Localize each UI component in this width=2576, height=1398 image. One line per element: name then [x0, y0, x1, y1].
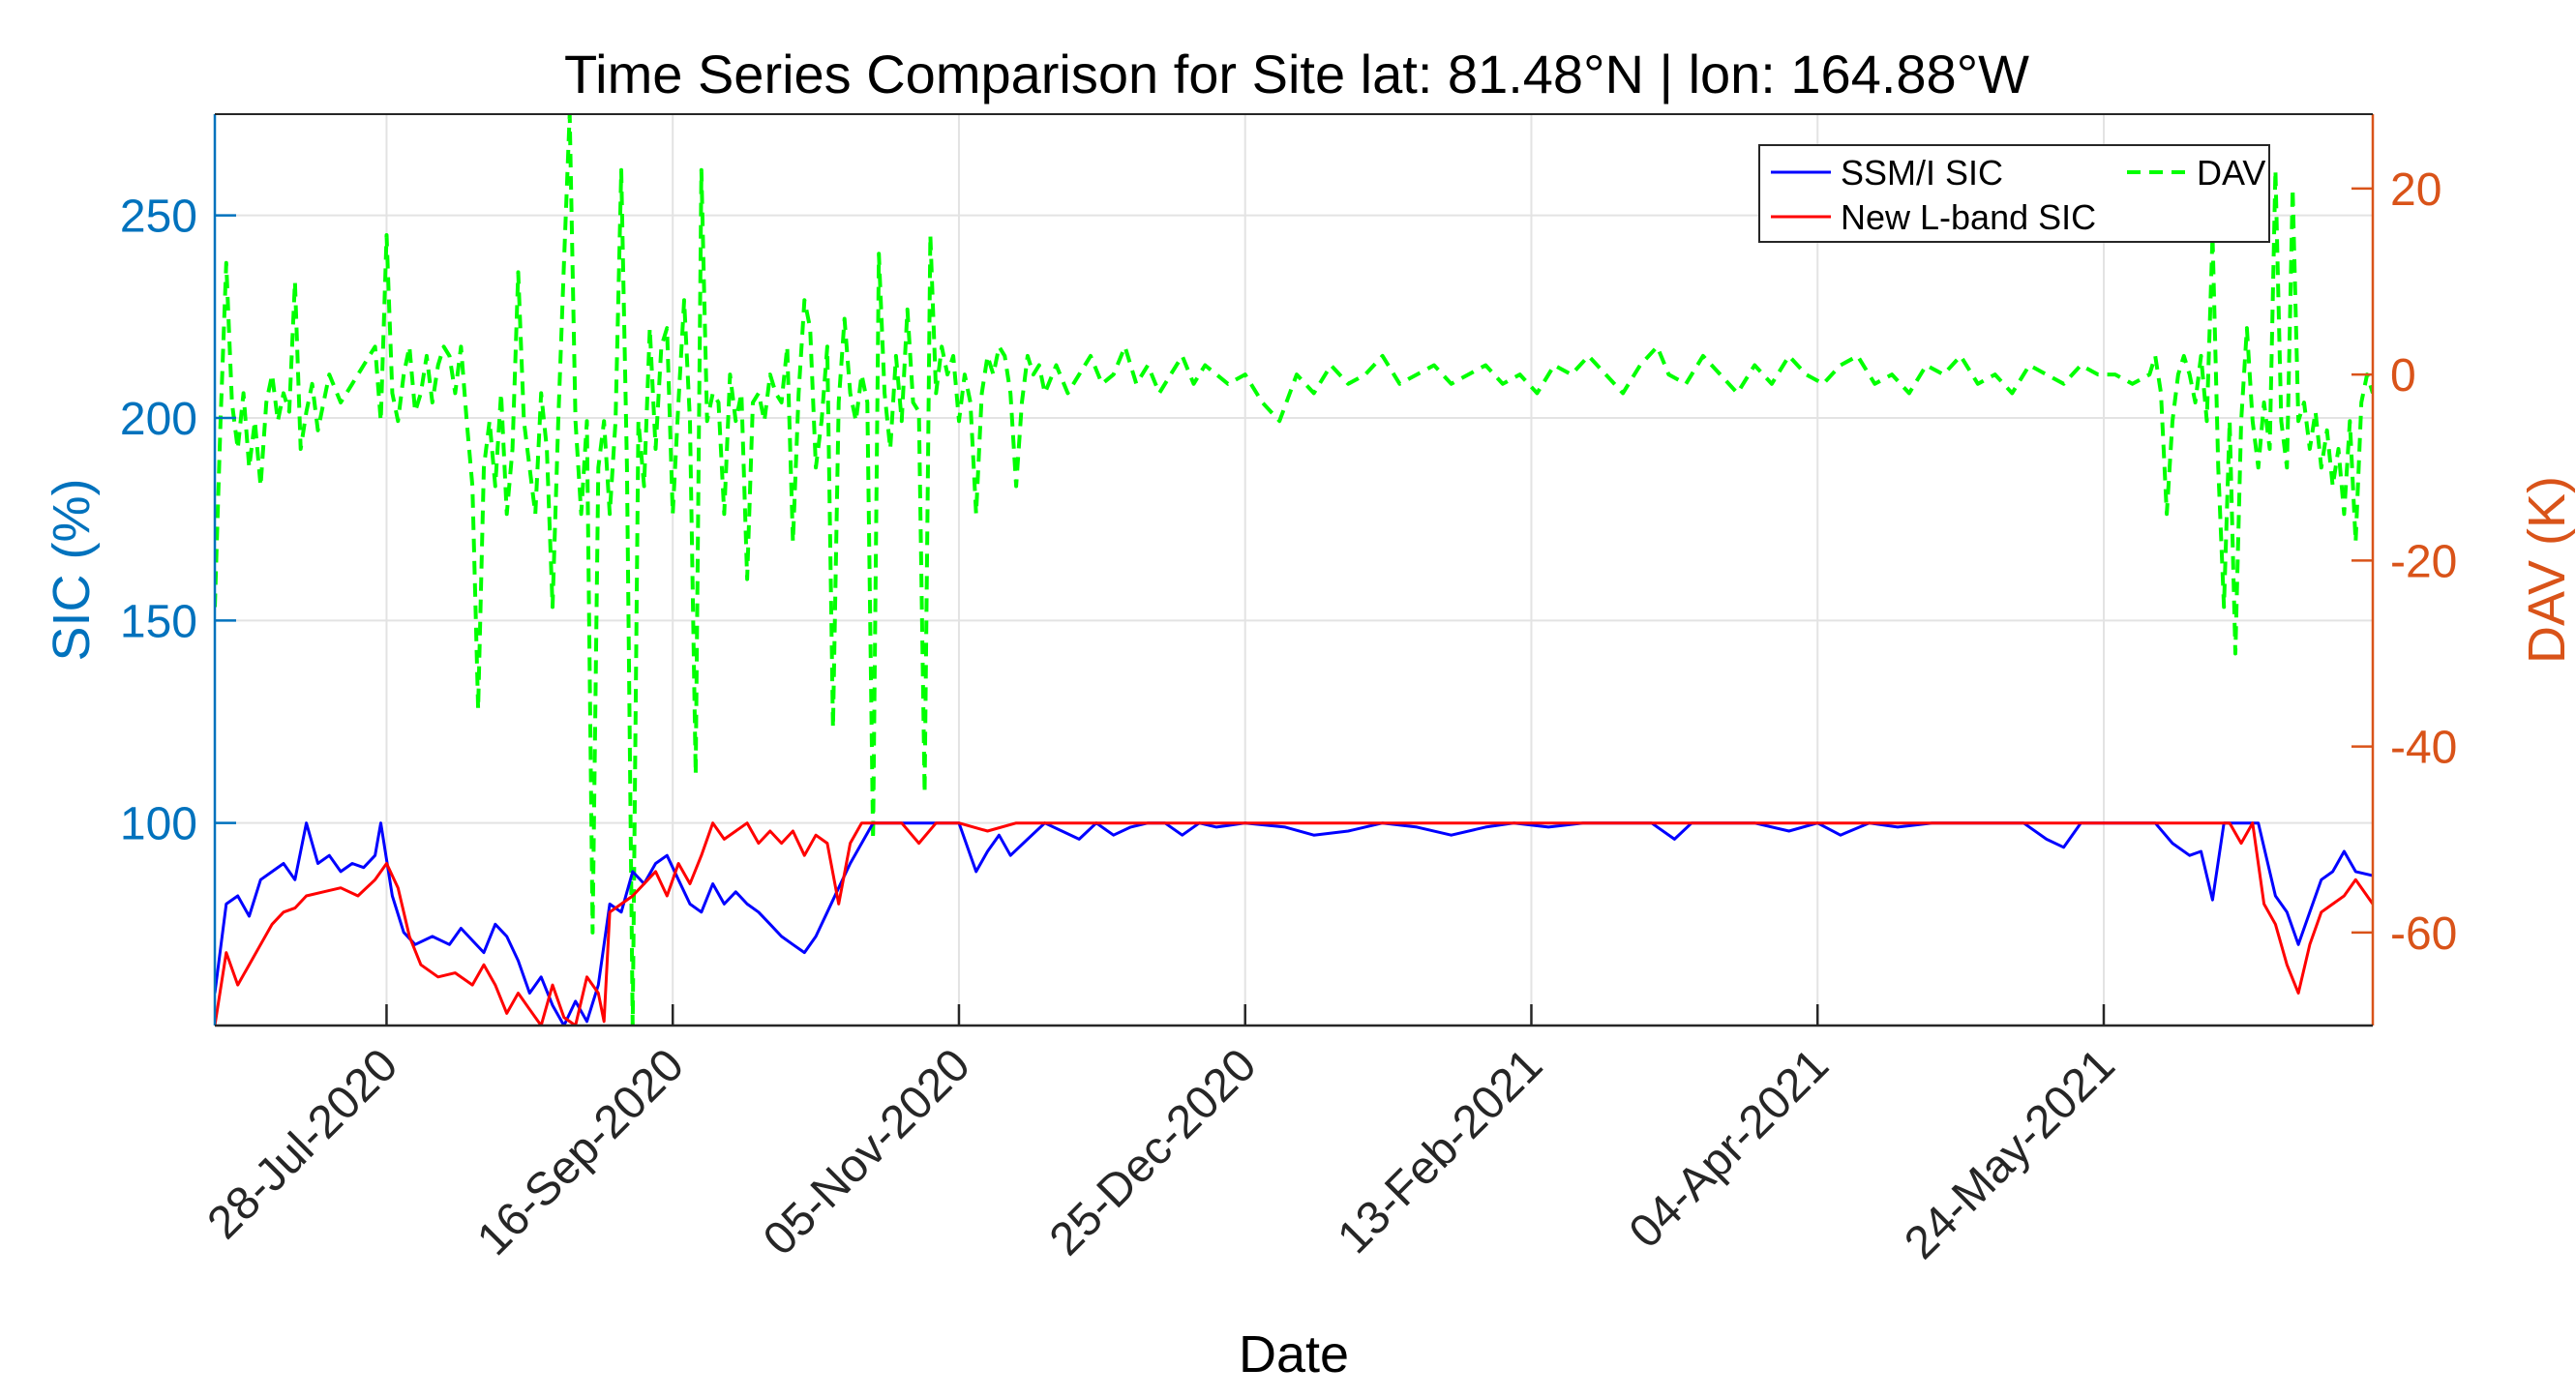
y-left-tick-label-1: 150	[120, 596, 197, 647]
y-right-tick-label-1: -40	[2390, 723, 2457, 774]
y-right-tick-label-2: -20	[2390, 536, 2457, 587]
series-line-dav	[215, 114, 2373, 1026]
y-left-tick-label-3: 250	[120, 192, 197, 243]
chart-title: Time Series Comparison for Site lat: 81.…	[564, 44, 2029, 104]
y-axis-left-label: SIC (%)	[43, 479, 101, 662]
legend-label-1: DAV	[2197, 153, 2265, 193]
y-left-tick-label-2: 200	[120, 394, 197, 445]
legend: SSM/I SIC DAV New L-band SIC	[1758, 144, 2270, 243]
y-right-tick-label-4: 20	[2390, 164, 2441, 216]
y-left-tick-label-0: 100	[120, 799, 197, 850]
plot-area	[215, 114, 2373, 1026]
y-axis-right-label: DAV (K)	[2518, 476, 2576, 664]
legend-box	[1758, 144, 2270, 243]
y-right-tick-label-0: -60	[2390, 908, 2457, 960]
y-right-tick-label-3: 0	[2390, 350, 2416, 402]
series-line-lband	[215, 821, 2373, 1026]
legend-label-2: New L-band SIC	[1841, 197, 2096, 237]
legend-label-0: SSM/I SIC	[1841, 153, 2003, 193]
series-line-ssmi	[215, 821, 2373, 1026]
x-axis-label: Date	[1239, 1325, 1349, 1383]
